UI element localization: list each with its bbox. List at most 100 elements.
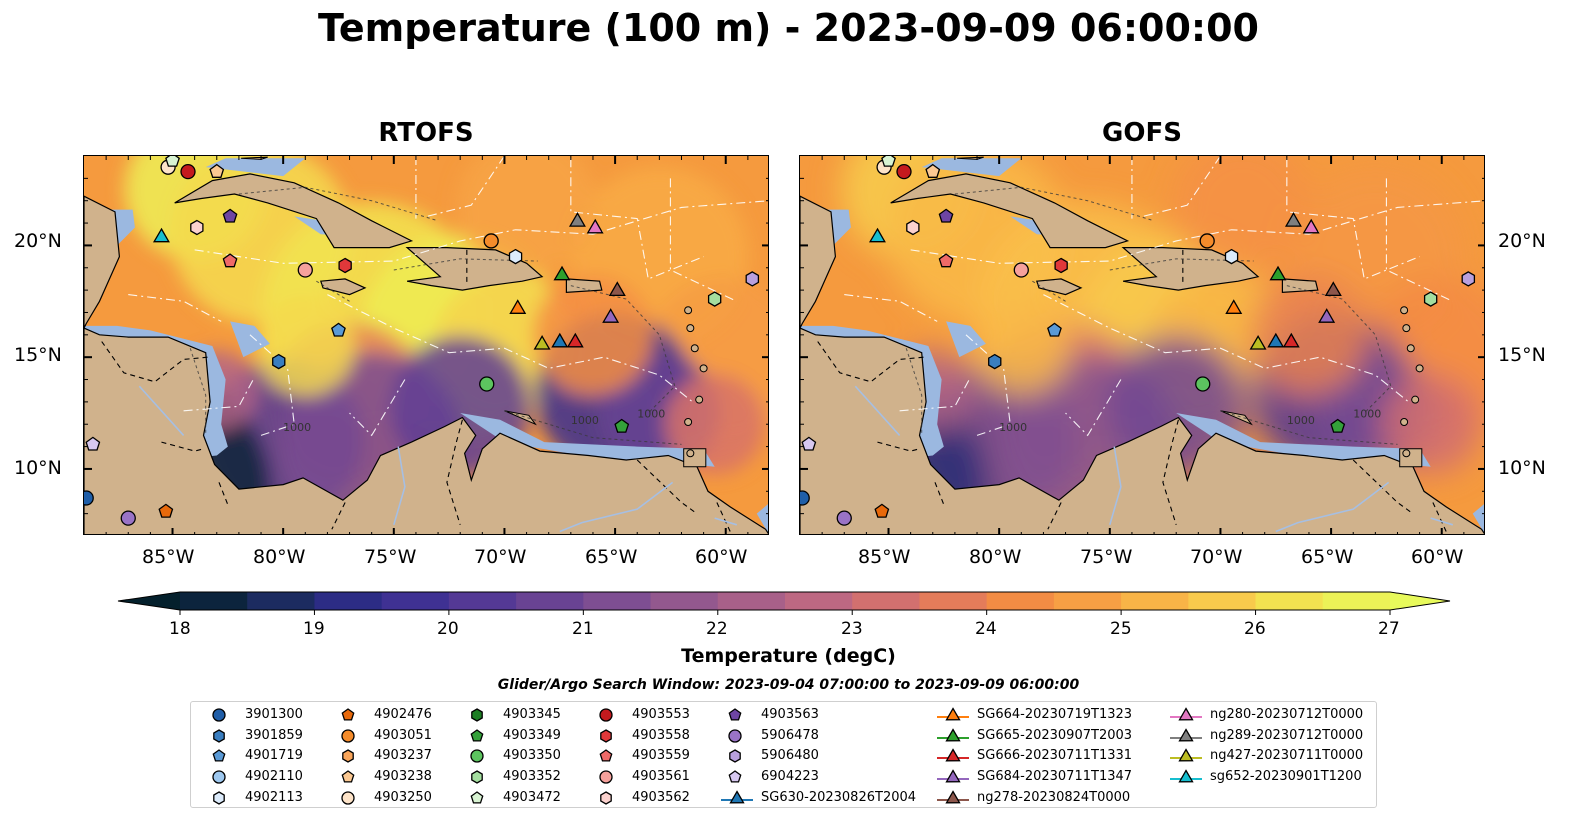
marker-4903563	[938, 208, 954, 223]
legend-triangle	[945, 789, 961, 804]
legend-label: 4903352	[503, 769, 561, 785]
legend-label: SG684-20230711T1347	[977, 769, 1133, 785]
lat-label-left: 20°N	[14, 230, 62, 252]
legend-label: 4903345	[503, 707, 561, 722]
eez-line	[327, 294, 693, 403]
marker-SG664-20230719T1323	[509, 299, 527, 314]
yucatan-peninsula	[84, 195, 121, 329]
lesser-antilles-island	[1400, 418, 1409, 426]
legend-marker	[937, 727, 969, 742]
temperature-patch	[1248, 274, 1369, 395]
marker-3901859	[272, 353, 286, 370]
legend-label: 3901300	[245, 707, 303, 722]
cuba-island	[174, 173, 414, 249]
colorbar-segment	[785, 592, 853, 610]
colorbar-tick-label: 27	[1378, 619, 1400, 639]
border-line	[1047, 502, 1062, 530]
eez-line	[570, 158, 704, 280]
legend-marker	[342, 749, 354, 764]
legend-marker	[1170, 769, 1202, 783]
legend-symbol	[471, 770, 483, 784]
colorbar-segment	[650, 592, 719, 610]
lon-label-gofs: 60°W	[1411, 546, 1464, 568]
colorbar-tick-label: 21	[572, 619, 594, 639]
map-panel-rtofs[interactable]: 1000 1000 1000	[83, 155, 769, 535]
legend-marker	[213, 791, 225, 805]
border-line	[1162, 419, 1179, 525]
legend-marker	[599, 708, 613, 722]
marker-6904223	[85, 436, 101, 451]
legend-triangle	[1178, 769, 1194, 783]
panel-title-rtofs: RTOFS	[378, 118, 474, 148]
colorbar-title: Temperature (degC)	[681, 645, 896, 667]
legend-symbol	[729, 749, 741, 764]
colorbar-tick-label: 20	[437, 619, 459, 639]
legend-label: SG666-20230711T1331	[977, 748, 1133, 764]
colorbar-segment	[448, 592, 517, 610]
lesser-antilles-island	[690, 344, 699, 353]
contour-label: 1000	[283, 421, 311, 434]
shelf-area	[1176, 413, 1431, 467]
legend-marker	[341, 729, 355, 743]
legend-label: ng427-20230711T0000	[1210, 748, 1364, 764]
legend-label: 4903350	[503, 748, 561, 764]
marker-4903051	[483, 233, 499, 249]
marker-5906478	[836, 510, 852, 526]
river-line	[559, 481, 674, 533]
colorbar-segment	[314, 592, 383, 610]
contour-line	[1032, 280, 1066, 302]
hispaniola-island	[1121, 246, 1260, 291]
legend-symbol	[341, 708, 355, 721]
legend-symbol	[728, 729, 742, 743]
colorbar-segment	[717, 592, 786, 610]
marker-4903559	[938, 253, 954, 268]
contour-line	[393, 258, 538, 271]
contour-line	[238, 186, 439, 222]
central-south-america	[84, 327, 768, 534]
legend-label: sg652-20230901T1200	[1210, 769, 1362, 785]
colorbar-over-arrow	[1390, 592, 1450, 610]
colorbar-tick-label: 22	[706, 619, 728, 639]
legend-label: ng280-20230712T0000	[1210, 707, 1364, 722]
central-south-america	[800, 327, 1484, 534]
legend-symbol	[600, 728, 612, 743]
legend-marker	[212, 708, 226, 722]
marker-4903350	[1195, 376, 1211, 392]
marker-SG664-20230719T1323	[1225, 299, 1243, 314]
legend-label: SG630-20230826T2004	[761, 789, 917, 805]
legend-label: ng278-20230824T0000	[977, 789, 1131, 805]
marker-4903561	[297, 262, 313, 278]
legend-triangle	[945, 707, 961, 721]
puerto-rico-island	[565, 278, 603, 294]
lon-label-rtofs: 70°W	[474, 546, 527, 568]
legend-symbol	[212, 708, 226, 722]
marker-sg652-20230901T1200	[152, 227, 170, 243]
colorbar-under-arrow	[118, 592, 180, 610]
marker-ng427-20230711T0000	[1249, 335, 1267, 350]
lon-label-rtofs: 85°W	[142, 546, 195, 568]
marker-4903352	[707, 291, 722, 307]
colorbar-segment	[919, 592, 988, 610]
observation-markers	[84, 156, 760, 526]
lon-label-gofs: 75°W	[1080, 546, 1133, 568]
temperature-patch	[532, 274, 653, 395]
colorbar-segment	[1053, 592, 1122, 610]
legend-symbol	[341, 729, 355, 743]
legend: 3901300 3901859 4901719 4902110 4902113 49024…	[190, 701, 1377, 808]
marker-4902113	[508, 248, 523, 265]
legend-marker	[728, 708, 742, 721]
legend-symbol	[212, 749, 226, 762]
colorbar-segment	[986, 592, 1055, 610]
colorbar-tick-label: 19	[303, 619, 325, 639]
legend-label: 4902476	[374, 707, 432, 722]
legend-label: 4903250	[374, 789, 432, 805]
legend-marker	[470, 728, 484, 742]
eez-line	[194, 200, 768, 264]
border-line	[636, 459, 698, 515]
lat-label-right: 15°N	[1498, 344, 1546, 366]
lesser-antilles-island	[1402, 324, 1411, 333]
river-line	[1109, 446, 1122, 526]
legend-marker	[937, 789, 969, 804]
map-panel-gofs[interactable]: 1000 1000 1000	[799, 155, 1485, 535]
legend-symbol	[599, 708, 613, 722]
